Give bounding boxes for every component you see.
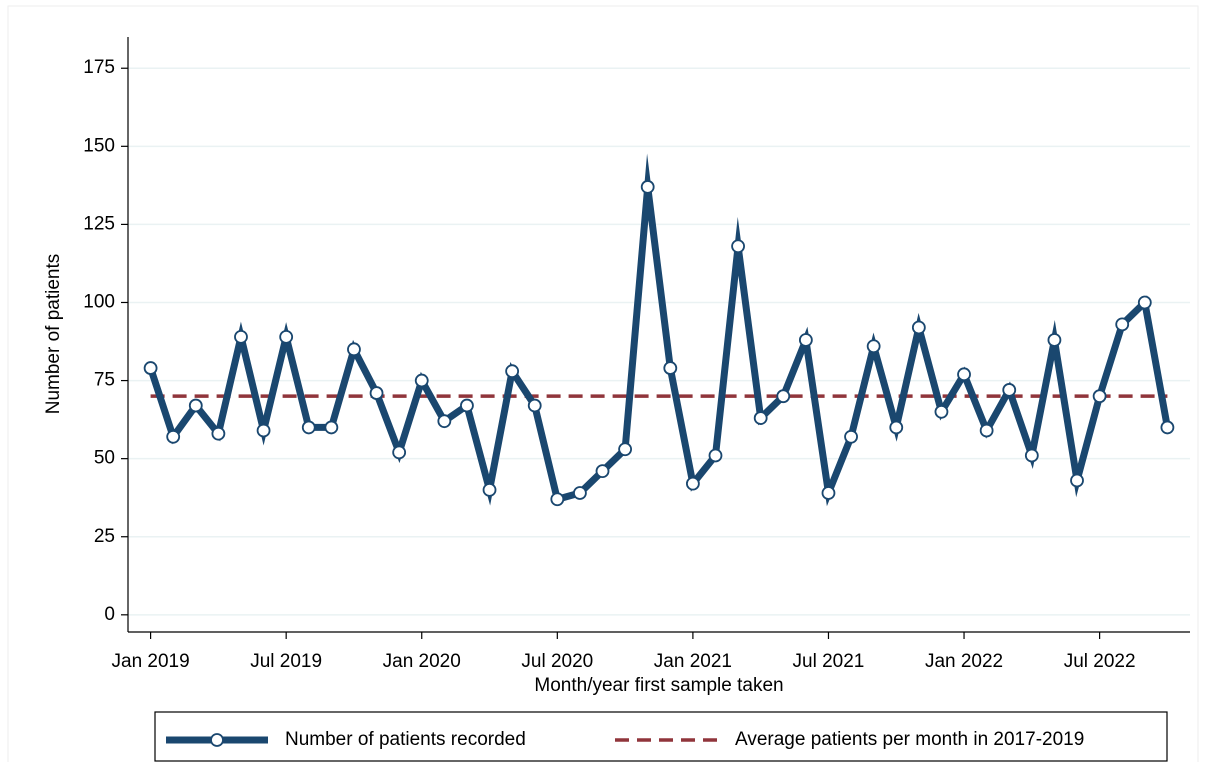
data-point [979, 423, 994, 438]
data-point [708, 448, 723, 463]
data-point [143, 361, 158, 375]
x-tick-label: Jul 2021 [793, 651, 865, 672]
data-point [776, 389, 791, 404]
y-tick-label: 125 [83, 213, 115, 234]
data-point [505, 364, 520, 379]
data-point [618, 442, 633, 457]
data-point [866, 339, 881, 354]
data-point [1024, 448, 1039, 463]
series-line [147, 153, 1171, 507]
data-point [821, 486, 836, 500]
data-point [550, 492, 565, 507]
data-point [482, 482, 497, 497]
data-point [731, 239, 745, 254]
x-tick-label: Jul 2020 [521, 651, 593, 672]
data-point [414, 373, 429, 388]
data-point [211, 426, 226, 441]
y-tick-label: 100 [83, 292, 115, 313]
data-point [911, 320, 926, 335]
x-tick-label: Jul 2019 [250, 651, 322, 672]
data-point [527, 398, 542, 413]
data-point [437, 414, 452, 429]
y-tick-label: 50 [94, 448, 115, 469]
legend-label: Number of patients recorded [285, 729, 526, 750]
x-tick-label: Jan 2019 [112, 651, 190, 672]
data-point [595, 464, 610, 479]
data-point [640, 180, 655, 194]
x-tick-label: Jul 2022 [1064, 651, 1136, 672]
data-point [256, 423, 271, 438]
data-point [188, 398, 203, 413]
legend-label: Average patients per month in 2017-2019 [735, 729, 1084, 750]
data-point [1160, 420, 1175, 435]
y-axis-label: Number of patients [43, 254, 64, 415]
data-point [934, 404, 949, 419]
x-tick-label: Jan 2022 [925, 651, 1003, 672]
data-point [685, 476, 700, 491]
data-point [1070, 473, 1084, 488]
data-point [166, 429, 181, 444]
legend-box [154, 711, 1168, 762]
data-point [1115, 317, 1130, 332]
data-point [573, 486, 587, 500]
data-point [234, 329, 248, 344]
x-tick-label: Jan 2020 [383, 651, 461, 672]
data-point [369, 386, 384, 400]
data-point [1047, 333, 1062, 347]
data-point [324, 420, 339, 435]
data-point [663, 361, 678, 375]
data-point [1137, 295, 1152, 310]
data-point [392, 445, 407, 460]
x-axis-label: Month/year first sample taken [534, 675, 783, 696]
data-point [279, 329, 294, 344]
y-tick-label: 150 [83, 135, 115, 156]
data-point [889, 420, 904, 435]
data-point [347, 342, 361, 357]
y-tick-label: 0 [104, 604, 115, 625]
legend-marker [210, 733, 224, 747]
y-tick-label: 175 [83, 57, 115, 78]
data-point [460, 398, 474, 413]
data-point [753, 411, 768, 425]
data-point [798, 333, 813, 347]
data-point [1092, 389, 1107, 404]
y-tick-label: 75 [94, 370, 115, 391]
data-point [957, 367, 971, 382]
data-point [844, 429, 858, 444]
y-tick-label: 25 [94, 526, 115, 547]
frame [7, 5, 1199, 767]
data-point [301, 420, 316, 435]
data-point [1002, 383, 1017, 397]
x-tick-label: Jan 2021 [654, 651, 732, 672]
